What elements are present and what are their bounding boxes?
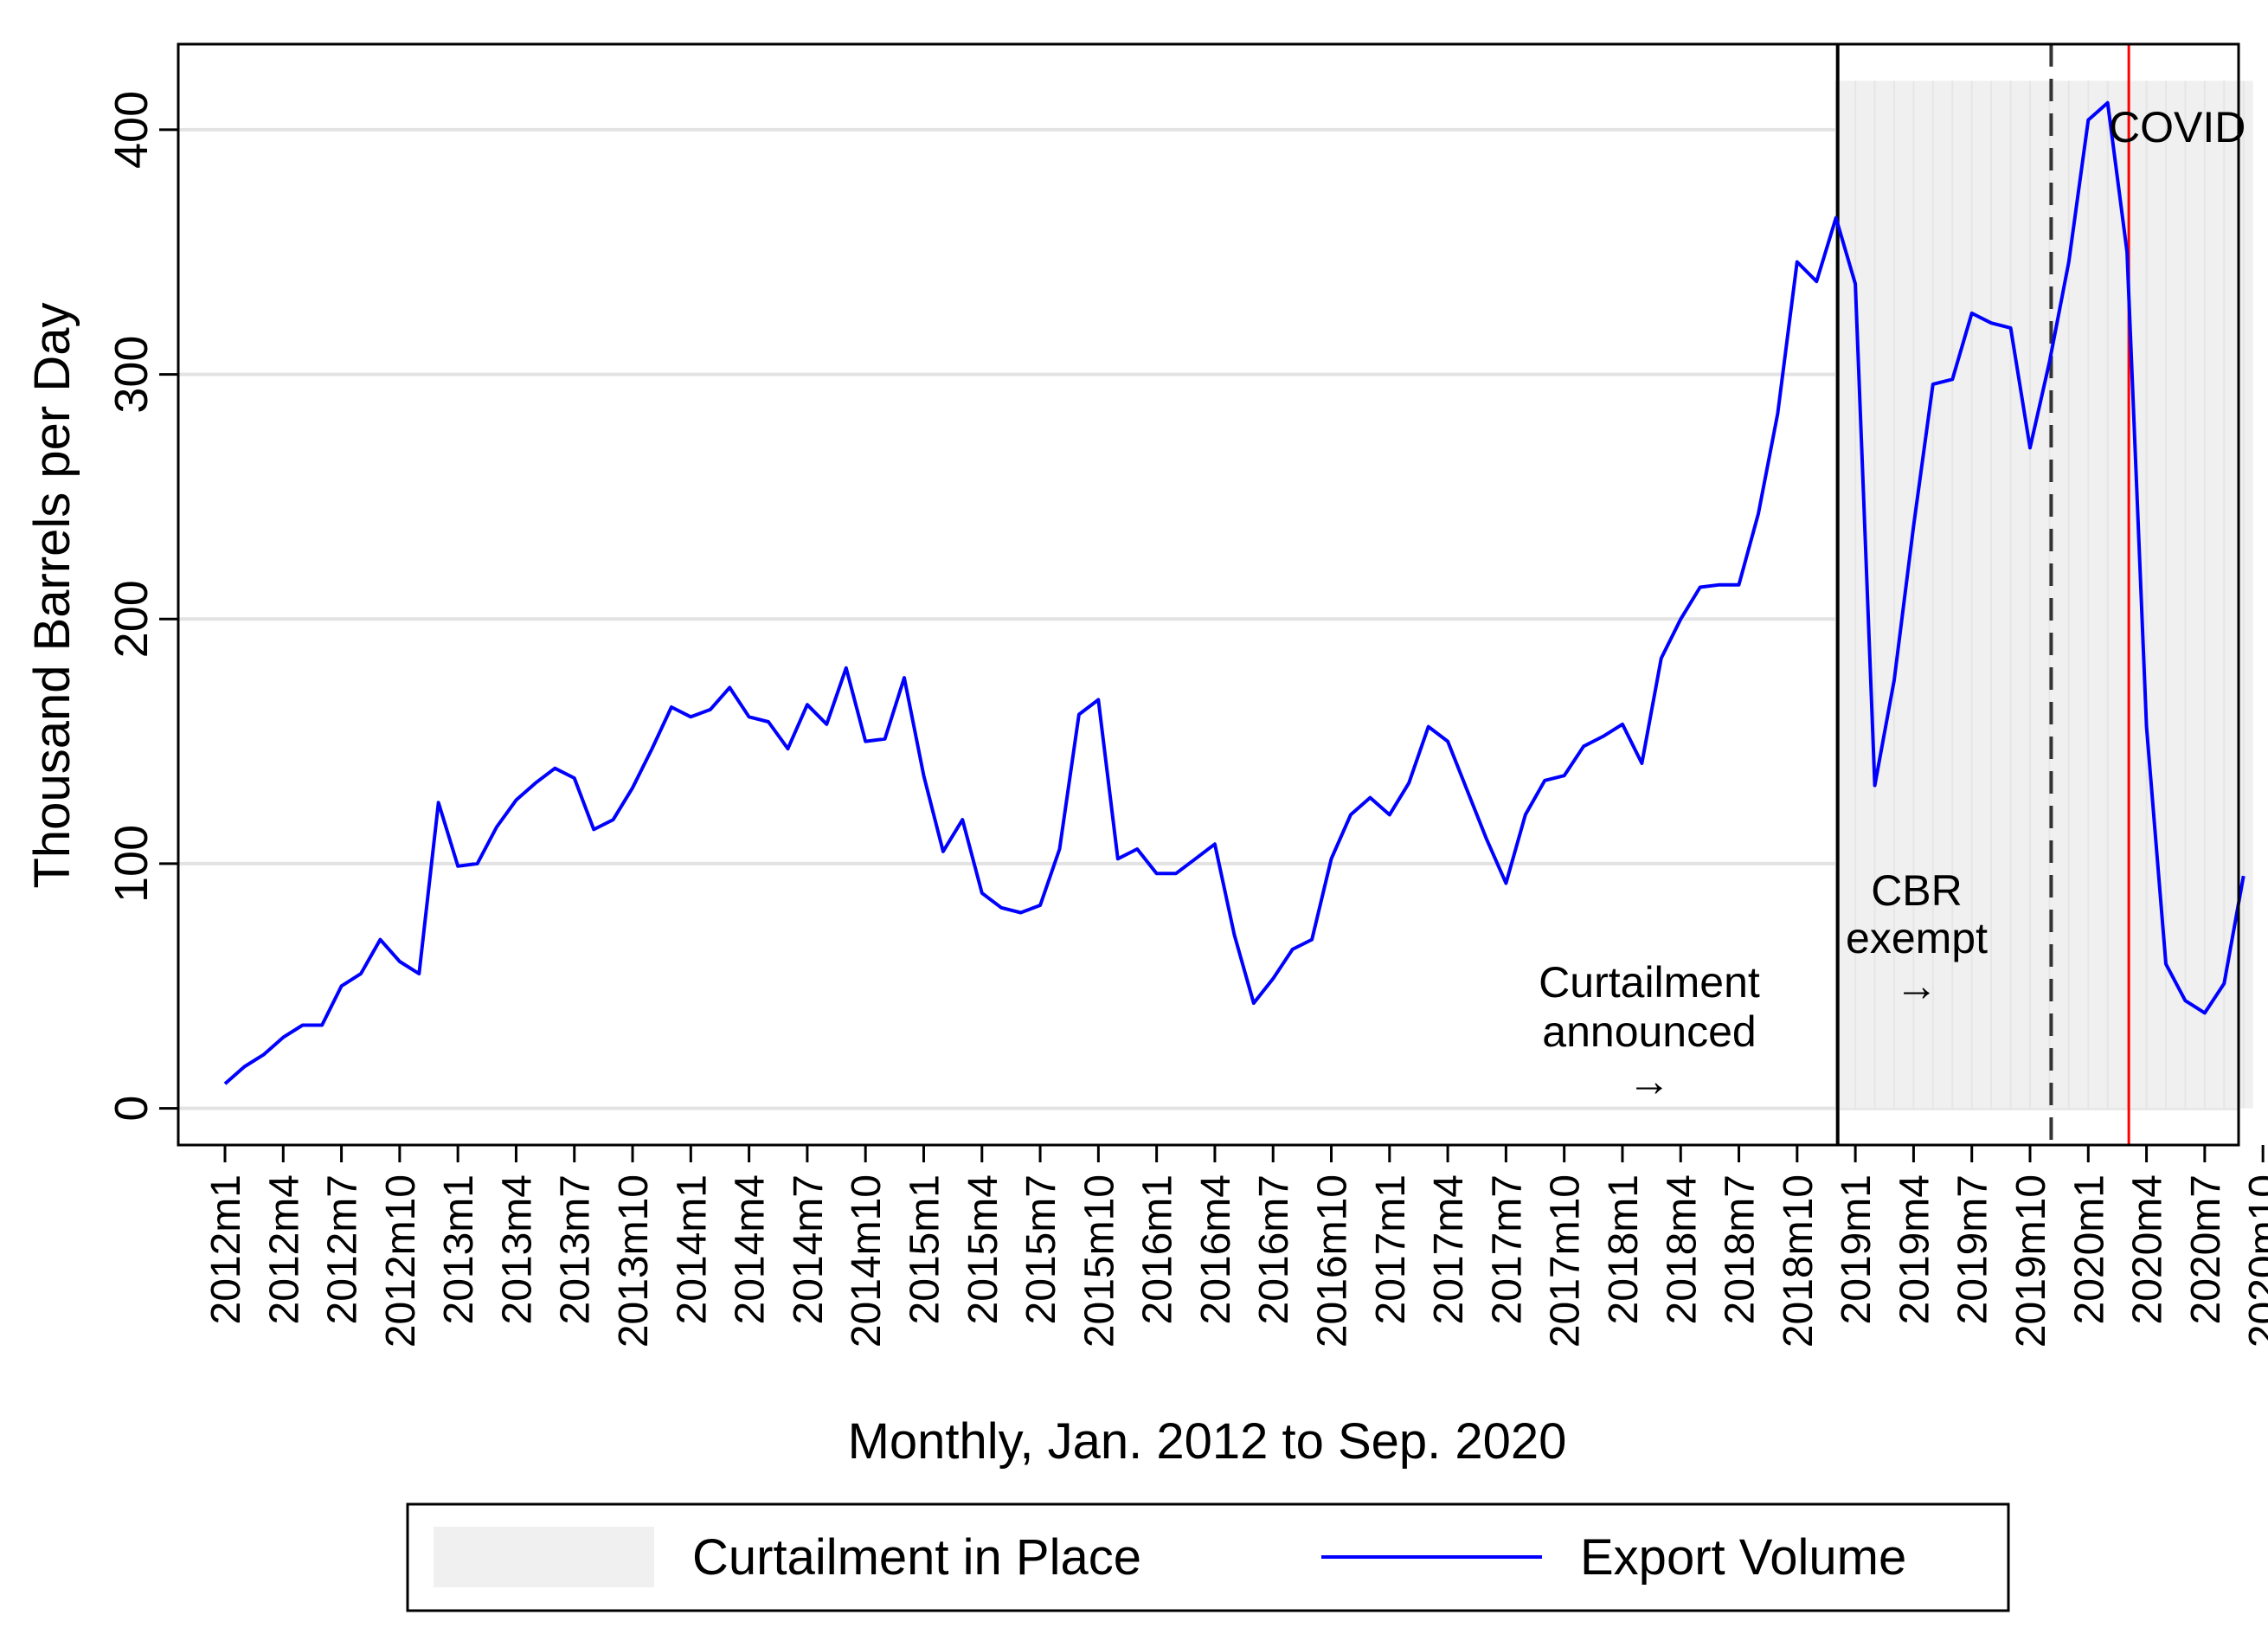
y-tick-label-300: 300	[106, 336, 157, 414]
annotation-1-line-2: announced	[1542, 1007, 1756, 1056]
y-axis-label: Thousand Barrels per Day	[24, 303, 80, 889]
x-tick-label-2016m7: 2016m7	[1251, 1174, 1297, 1324]
x-axis: 2012m1 2012m4 2012m7 2012m10 2013m1 2013m4 201…	[203, 1145, 2268, 1348]
legend-label-export-volume: Export Volume	[1580, 1529, 1906, 1586]
series-lines	[223, 100, 2246, 1085]
annotation-1-line-3: →	[1628, 1057, 1671, 1105]
x-tick-label-2015m4: 2015m4	[961, 1174, 1006, 1324]
x-tick-label-2015m7: 2015m7	[1018, 1174, 1064, 1324]
x-tick-label-2013m1: 2013m1	[436, 1174, 482, 1324]
series-line-0	[223, 100, 2246, 1085]
x-tick-label-2019m1: 2019m1	[1834, 1174, 1879, 1324]
x-tick-label-2018m10: 2018m10	[1776, 1174, 1821, 1348]
x-tick-label-2012m1: 2012m1	[203, 1174, 249, 1324]
x-tick-label-2019m7: 2019m7	[1950, 1174, 1996, 1324]
x-axis-label: Monthly, Jan. 2012 to Sep. 2020	[848, 1413, 1567, 1470]
annotation-2-line-2: exempt	[1846, 914, 1988, 962]
x-tick-label-2020m10: 2020m10	[2241, 1174, 2268, 1348]
y-tick-label-400: 400	[106, 91, 157, 169]
x-tick-label-2019m10: 2019m10	[2008, 1174, 2054, 1348]
x-tick-label-2017m7: 2017m7	[1484, 1174, 1530, 1324]
legend-swatch-curtailment	[434, 1527, 654, 1587]
x-tick-label-2013m7: 2013m7	[553, 1174, 599, 1324]
legend-frame	[406, 1502, 2010, 1612]
x-tick-label-2014m4: 2014m4	[728, 1174, 774, 1324]
x-tick-label-2018m7: 2018m7	[1718, 1174, 1764, 1324]
x-tick-label-2013m10: 2013m10	[611, 1174, 657, 1348]
x-tick-label-2018m4: 2018m4	[1659, 1174, 1705, 1324]
x-tick-label-2012m7: 2012m7	[320, 1174, 366, 1324]
annotation-3-line-1: COVID	[2109, 103, 2246, 151]
x-tick-label-2017m1: 2017m1	[1368, 1174, 1414, 1324]
x-tick-label-2019m4: 2019m4	[1892, 1174, 1937, 1324]
legend: Curtailment in Place Export Volume	[406, 1502, 2010, 1612]
x-tick-label-2014m1: 2014m1	[669, 1174, 715, 1324]
annotation-2-line-1: CBR	[1871, 866, 1963, 915]
x-tick-label-2020m4: 2020m4	[2125, 1174, 2171, 1324]
legend-label-curtailment: Curtailment in Place	[692, 1529, 1141, 1586]
x-tick-label-2016m4: 2016m4	[1193, 1174, 1239, 1324]
x-tick-label-2014m7: 2014m7	[786, 1174, 832, 1324]
y-tick-label-0: 0	[106, 1096, 157, 1122]
x-tick-label-2020m7: 2020m7	[2183, 1174, 2229, 1324]
x-tick-label-2014m10: 2014m10	[844, 1174, 890, 1348]
y-tick-label-200: 200	[106, 580, 157, 658]
annotation-1-line-1: Curtailment	[1539, 958, 1760, 1007]
y-tick-label-100: 100	[106, 825, 157, 903]
x-tick-label-2013m4: 2013m4	[494, 1174, 540, 1324]
x-tick-label-2016m1: 2016m1	[1135, 1174, 1181, 1324]
plot-area-frame	[177, 42, 2240, 1147]
y-axis: 0 100 200 300 400	[106, 91, 178, 1122]
x-tick-label-2012m4: 2012m4	[261, 1174, 307, 1324]
x-tick-label-2017m10: 2017m10	[1543, 1174, 1589, 1348]
x-tick-label-2020m1: 2020m1	[2066, 1174, 2112, 1324]
x-tick-label-2012m10: 2012m10	[378, 1174, 424, 1348]
annotation-2-line-3: →	[1895, 962, 1938, 1010]
x-tick-label-2015m1: 2015m1	[902, 1174, 948, 1324]
x-tick-label-2016m10: 2016m10	[1310, 1174, 1356, 1348]
x-tick-label-2015m10: 2015m10	[1076, 1174, 1122, 1348]
x-tick-label-2017m4: 2017m4	[1426, 1174, 1472, 1324]
x-tick-label-2018m1: 2018m1	[1601, 1174, 1647, 1324]
